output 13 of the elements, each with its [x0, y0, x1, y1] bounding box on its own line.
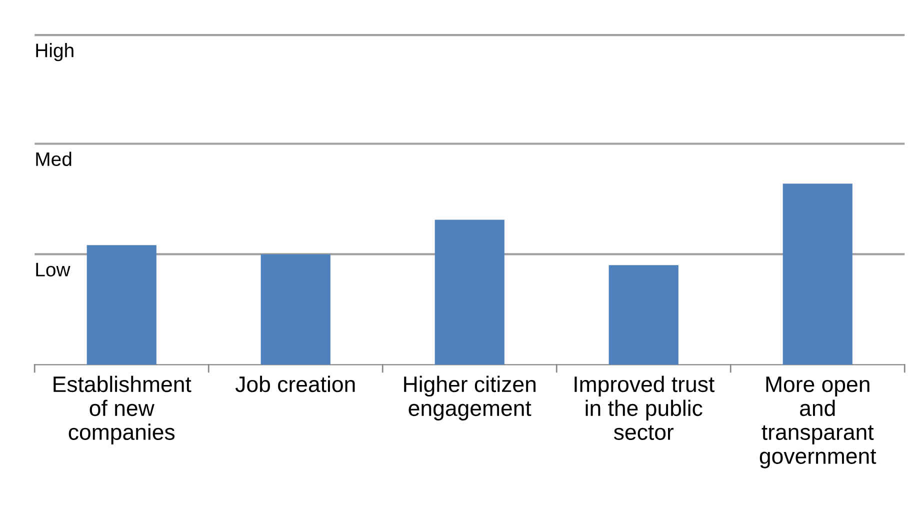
- ref-line-label: Med: [36, 152, 72, 166]
- x-tick-label: Job creation: [235, 376, 355, 392]
- bar: [260, 254, 330, 365]
- bar: [608, 265, 678, 365]
- bar: [434, 220, 504, 365]
- bar: [782, 184, 852, 365]
- ref-line-label: Low: [36, 262, 70, 276]
- x-tick-label: Higher citizen engagement: [404, 376, 536, 420]
- x-tick-label: Establishment of new companies: [54, 376, 192, 444]
- bar: [86, 245, 156, 365]
- x-tick-label: Improved trust in the public sector: [574, 376, 714, 440]
- ref-line-label: High: [36, 43, 74, 62]
- x-tick-label: More open and transparant government: [760, 376, 876, 468]
